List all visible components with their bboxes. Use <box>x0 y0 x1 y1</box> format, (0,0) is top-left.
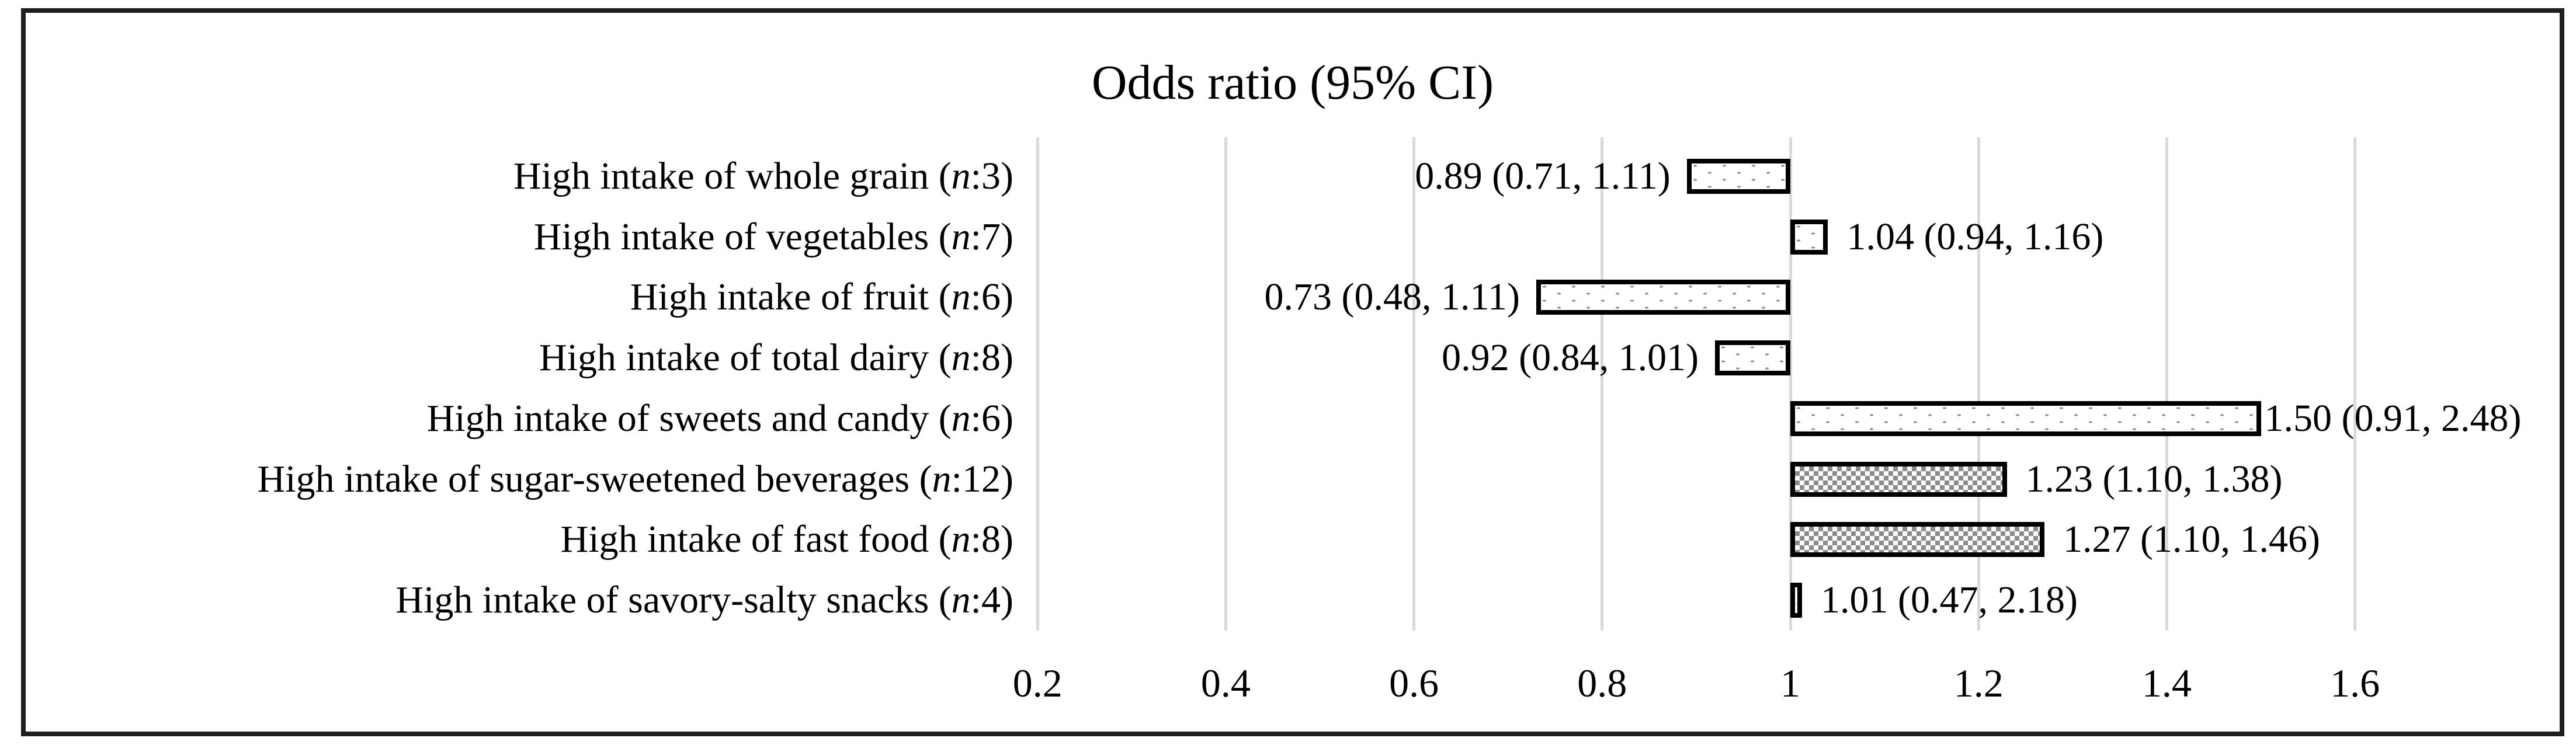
gridline <box>1036 137 1039 631</box>
or-value-label: 1.27 (1.10, 1.46) <box>2063 518 2320 561</box>
gridline <box>1977 137 1980 631</box>
gridline <box>2165 137 2168 631</box>
or-value-label: 1.04 (0.94, 1.16) <box>1846 215 2104 258</box>
or-bar <box>1686 158 1790 194</box>
n-symbol: n <box>951 518 971 561</box>
x-tick-label: 1.6 <box>2330 661 2380 705</box>
figure-frame: Odds ratio (95% CI) 0.2 0.4 0.6 0.8 1 1.2 1.4 1… <box>21 8 2564 736</box>
or-bar <box>1536 280 1790 315</box>
category-label: High intake of fruit (n:6) <box>630 276 1013 319</box>
category-label: High intake of whole grain (n:3) <box>513 154 1013 197</box>
n-symbol: n <box>951 276 971 319</box>
chart-title: Odds ratio (95% CI) <box>1091 55 1494 110</box>
or-value-label: 1.23 (1.10, 1.38) <box>2025 457 2283 500</box>
x-tick-label: 1 <box>1780 661 1800 705</box>
x-tick-label: 0.2 <box>1012 661 1063 705</box>
category-label: High intake of fast food (n:8) <box>560 518 1013 561</box>
or-bar <box>1790 461 2007 497</box>
or-bar <box>1715 340 1790 376</box>
or-bar <box>1790 522 2044 558</box>
or-value-label: 0.89 (0.71, 1.11) <box>1415 154 1671 197</box>
category-label: High intake of sugar-sweetened beverages… <box>257 457 1013 500</box>
n-symbol: n <box>951 336 971 380</box>
or-value-label: 1.01 (0.47, 2.18) <box>1821 579 2078 622</box>
n-symbol: n <box>951 154 971 197</box>
gridline <box>1601 137 1604 631</box>
n-symbol: n <box>951 579 971 622</box>
category-label: High intake of savory-salty snacks (n:4) <box>395 579 1013 622</box>
gridline <box>1789 137 1792 631</box>
n-symbol: n <box>951 396 971 440</box>
or-bar <box>1790 401 2261 436</box>
category-label: High intake of sweets and candy (n:6) <box>426 396 1013 440</box>
x-tick-label: 1.2 <box>1953 661 2004 705</box>
or-value-label: 1.50 (0.91, 2.48) <box>2264 396 2522 440</box>
or-bar <box>1790 219 1828 255</box>
category-label: High intake of total dairy (n:8) <box>539 336 1013 380</box>
or-bar <box>1790 583 1802 618</box>
x-tick-label: 0.8 <box>1577 661 1627 705</box>
gridline <box>1412 137 1416 631</box>
gridline <box>1224 137 1227 631</box>
x-tick-label: 0.4 <box>1200 661 1251 705</box>
gridline <box>2353 137 2357 631</box>
or-value-label: 0.92 (0.84, 1.01) <box>1442 336 1699 380</box>
or-value-label: 0.73 (0.48, 1.11) <box>1264 276 1520 319</box>
x-tick-label: 0.6 <box>1389 661 1439 705</box>
n-symbol: n <box>932 457 952 500</box>
n-symbol: n <box>951 215 971 258</box>
x-tick-label: 1.4 <box>2141 661 2192 705</box>
category-label: High intake of vegetables (n:7) <box>533 215 1013 258</box>
